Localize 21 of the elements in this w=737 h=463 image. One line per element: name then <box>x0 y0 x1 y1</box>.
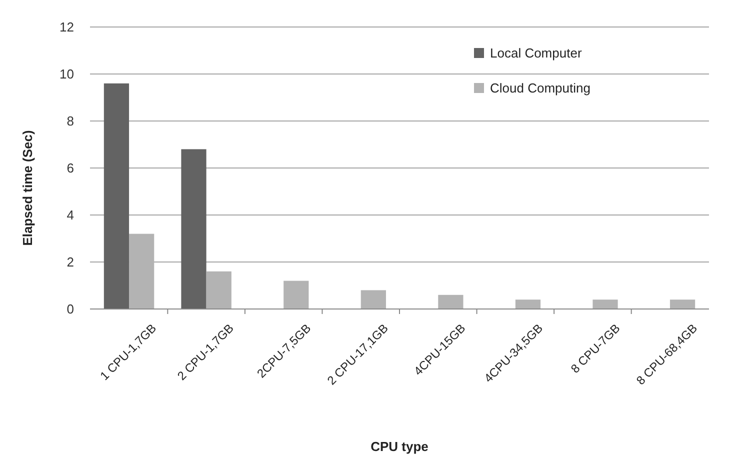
x-axis-title: CPU type <box>370 439 428 454</box>
bar <box>181 149 206 309</box>
bar <box>592 300 618 309</box>
legend-label: Cloud Computing <box>490 80 590 96</box>
bar <box>515 300 541 309</box>
bar <box>284 280 309 309</box>
y-tick-label: 2 <box>66 254 74 270</box>
y-axis-title: Elapsed time (Sec) <box>20 130 35 246</box>
bar <box>438 294 464 309</box>
bar <box>206 271 232 309</box>
bar <box>129 234 154 309</box>
y-tick-label: 8 <box>66 114 74 129</box>
y-tick-label: 12 <box>60 20 74 35</box>
y-tick-label: 10 <box>60 66 74 82</box>
legend-label: Local Computer <box>490 46 582 61</box>
y-tick-label: 6 <box>66 160 74 176</box>
y-tick-label: 0 <box>66 302 74 317</box>
y-tick-label: 4 <box>66 208 74 223</box>
bar <box>670 300 696 309</box>
bar <box>360 290 386 309</box>
bar <box>104 83 130 309</box>
